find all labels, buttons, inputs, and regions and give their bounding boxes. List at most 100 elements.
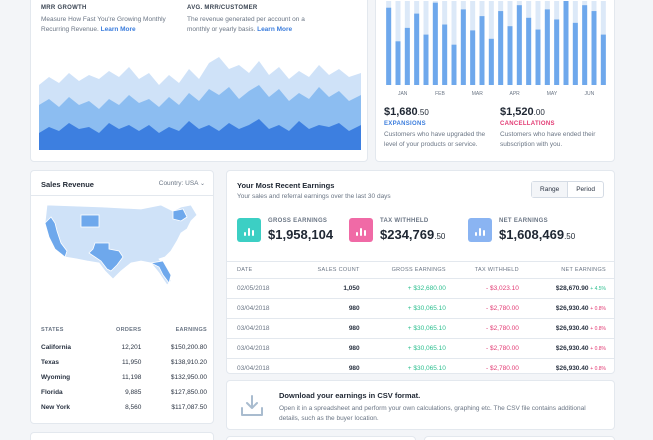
tax-withheld-cents: .50 (434, 232, 446, 241)
bar (498, 11, 504, 85)
sales-table: STATES ORDERS EARNINGS California 12,201 $… (41, 327, 207, 416)
bar (460, 9, 466, 85)
state-orders: 12,201 (121, 344, 142, 351)
row-tax: - $3,023.10 (485, 285, 519, 292)
earnings-col-tax: TAX WITHHELD (474, 267, 519, 273)
state-name: California (41, 344, 71, 351)
row-net-change: + 0.8% (590, 306, 606, 312)
month-tick-label: FEB (435, 91, 445, 97)
sales-col-earnings: EARNINGS (175, 327, 207, 333)
csv-desc: Open it in a spreadsheet and perform you… (279, 405, 586, 422)
bar (479, 16, 485, 85)
row-sales-count: 980 (348, 345, 360, 352)
download-icon[interactable] (239, 393, 265, 419)
monthly-bar-chart: JAN FEB MAR APR MAY JUN (386, 1, 606, 97)
earnings-table-header: DATE SALES COUNT GROSS EARNINGS TAX WITH… (227, 261, 614, 279)
row-sales-count: 980 (348, 305, 360, 312)
tax-withheld-amount: $234,769 (380, 227, 435, 242)
churn-card: JAN FEB MAR APR MAY JUN $1,680.50 EXPANSIONS … (375, 0, 615, 162)
avg-mrr-desc-text: The revenue generated per account on a m… (187, 16, 305, 33)
row-gross: + $30,065.10 (407, 345, 446, 352)
table-row: Wyoming 11,198 $132,950.00 (41, 371, 207, 386)
row-sales-count: 1,050 (343, 285, 360, 292)
expansions-amount-wrap: $1,680.50 (384, 106, 488, 118)
row-net-change: + 0.8% (590, 366, 606, 372)
mrr-growth-label: MRR GROWTH (41, 5, 87, 11)
row-net-amount: $26,930.40 (555, 305, 589, 312)
month-tick-label: JAN (398, 91, 408, 97)
bar (591, 11, 597, 85)
expansions-amount: $1,680 (384, 106, 418, 118)
bar (470, 30, 476, 85)
cancellations-cents: .00 (533, 108, 545, 117)
gross-earnings-amount: $1,958,104 (268, 227, 334, 242)
row-net-amount: $28,670.90 (555, 285, 589, 292)
table-row: 03/04/2018 980 + $30,065.10 - $2,780.00 $26,… (227, 299, 614, 319)
row-tax: - $2,780.00 (485, 345, 519, 352)
earnings-title: Your Most Recent Earnings (237, 181, 335, 190)
bar (442, 24, 448, 85)
sales-col-states: STATES (41, 327, 64, 333)
state-earnings: $132,950.00 (170, 374, 207, 381)
month-tick-label: MAY (547, 91, 558, 97)
bottom-card-mid (226, 436, 416, 440)
bar (395, 41, 401, 85)
bar (572, 22, 578, 85)
table-row: New York 8,560 $117,087.50 (41, 401, 207, 416)
expansions-desc: Customers who have upgraded the level of… (384, 131, 486, 148)
table-row: 03/04/2018 980 + $30,065.10 - $2,780.00 $26,… (227, 359, 614, 374)
country-select-value: USA (185, 180, 199, 187)
bar (563, 1, 569, 85)
table-row: 02/05/2018 1,050 + $32,680.00 - $3,023.10 $2… (227, 279, 614, 299)
row-net: $26,930.40 + 0.8% (525, 339, 614, 359)
state-orders: 9,885 (125, 389, 142, 396)
month-tick-label: JUN (584, 91, 594, 97)
bar-chart-icon (468, 218, 492, 242)
row-tax: - $2,780.00 (485, 365, 519, 372)
row-net-change: + 4.5% (590, 286, 606, 292)
mrr-learn-more-link[interactable]: Learn More (100, 26, 136, 33)
month-tick-label: APR (510, 91, 521, 97)
bar (488, 38, 494, 85)
state-orders: 11,198 (121, 374, 142, 381)
row-tax: - $2,780.00 (485, 325, 519, 332)
bar (526, 17, 532, 85)
row-sales-count: 980 (348, 365, 360, 372)
row-date: 03/04/2018 (237, 325, 270, 332)
row-gross: + $32,680.00 (407, 285, 446, 292)
sales-revenue-card: Sales Revenue Country: USA ⌄ STATES ORDE… (30, 170, 214, 424)
state-name: Texas (41, 359, 59, 366)
table-row: 03/04/2018 980 + $30,065.10 - $2,780.00 $26,… (227, 339, 614, 359)
range-button[interactable]: Range (532, 182, 569, 197)
area-bottom-layer (39, 119, 361, 150)
state-florida (149, 260, 172, 284)
cancellations-block: $1,520.00 CANCELLATIONS Customers who ha… (500, 106, 604, 150)
bar (516, 5, 522, 86)
row-net-change: + 0.8% (590, 346, 606, 352)
earnings-col-net: NET EARNINGS (561, 267, 606, 273)
earnings-table: DATE SALES COUNT GROSS EARNINGS TAX WITH… (227, 261, 614, 374)
table-row: 03/04/2018 980 + $30,065.10 - $2,780.00 $26,… (227, 319, 614, 339)
row-gross: + $30,065.10 (407, 325, 446, 332)
bar (582, 5, 588, 86)
state-name: New York (41, 404, 71, 411)
row-date: 02/05/2018 (237, 285, 270, 292)
row-gross: + $30,065.10 (407, 305, 446, 312)
avg-mrr-label: AVG. MRR/CUSTOMER (187, 5, 258, 11)
divider (31, 195, 213, 196)
state-name: Wyoming (41, 374, 71, 381)
row-net-change: + 0.8% (590, 326, 606, 332)
bar (414, 13, 420, 86)
mrr-area-chart (39, 57, 361, 150)
country-select[interactable]: Country: USA ⌄ (159, 180, 205, 187)
row-date: 03/04/2018 (237, 365, 270, 372)
net-earnings-cents: .50 (564, 232, 576, 241)
bar (535, 29, 541, 85)
row-net: $26,930.40 + 0.8% (525, 319, 614, 339)
row-net: $26,930.40 + 0.8% (525, 299, 614, 319)
period-button[interactable]: Period (576, 186, 595, 193)
row-gross: + $30,065.10 (407, 365, 446, 372)
avg-learn-more-link[interactable]: Learn More (257, 26, 293, 33)
mrr-card: MRR GROWTH Measure How Fast You're Growi… (30, 0, 368, 162)
bar-chart-icon (349, 218, 373, 242)
